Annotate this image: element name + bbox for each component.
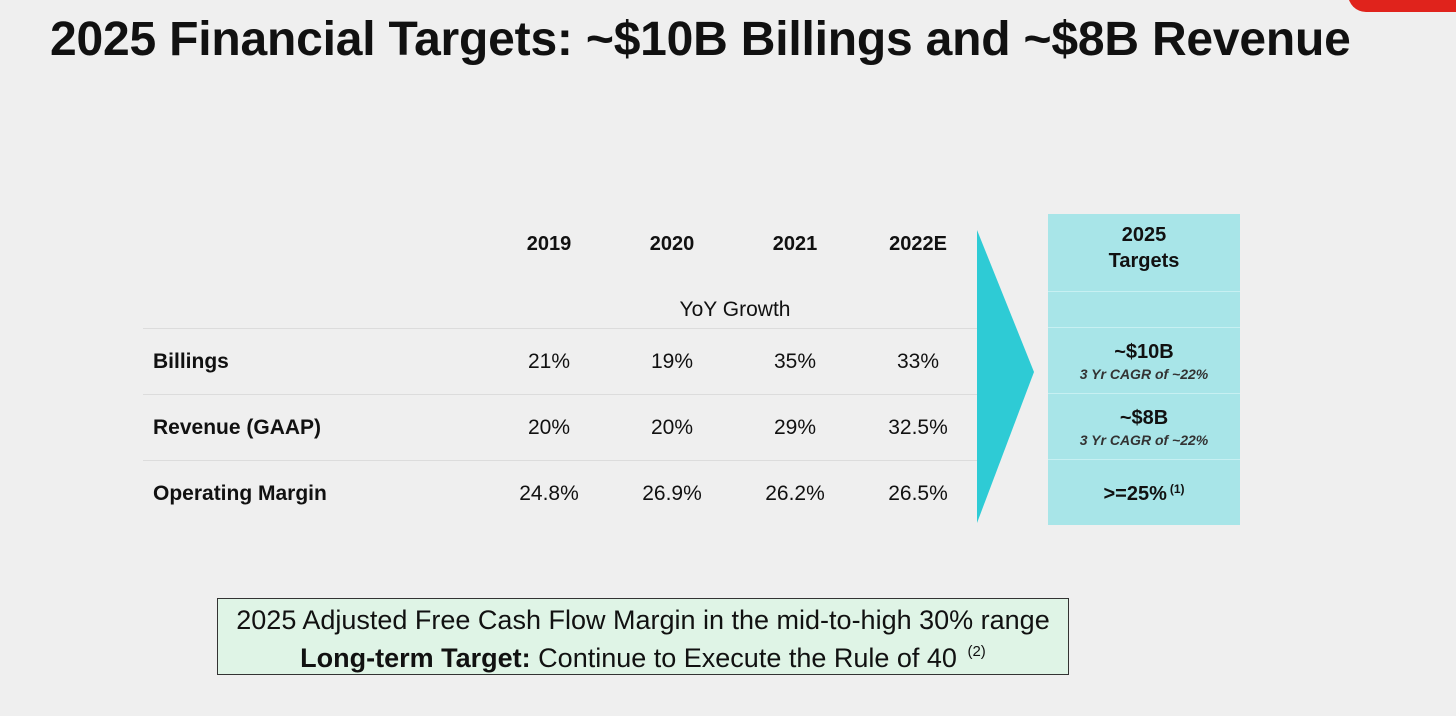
targets-panel: 2025 Targets ~$10B 3 Yr CAGR of ~22% ~$8…	[1048, 214, 1240, 525]
table-cell: 32.5%	[888, 416, 948, 439]
billings-target: ~$10B	[1114, 341, 1174, 363]
table-cell: 33%	[896, 350, 940, 373]
right-arrow-icon	[977, 230, 1034, 523]
footnote-marker: (2)	[967, 643, 986, 660]
table-cell: 20%	[527, 416, 571, 439]
row-divider	[143, 460, 977, 461]
table-cell: 26.5%	[888, 482, 948, 505]
table-cell: 29%	[773, 416, 817, 439]
row-divider	[143, 394, 977, 395]
table-cell: 20%	[650, 416, 694, 439]
slide-title: 2025 Financial Targets: ~$10B Billings a…	[50, 13, 1351, 66]
yoy-growth-subheader: YoY Growth	[679, 298, 791, 321]
row-label-operating-margin: Operating Margin	[153, 482, 327, 505]
row-label-revenue: Revenue (GAAP)	[153, 416, 322, 439]
footnote-marker: (1)	[1169, 482, 1185, 496]
fcf-target-box: 2025 Adjusted Free Cash Flow Margin in t…	[217, 598, 1069, 675]
table-cell: 26.2%	[765, 482, 825, 505]
targets-divider	[1048, 393, 1240, 394]
column-header-2019: 2019	[526, 233, 572, 255]
brand-accent-tab	[1348, 0, 1456, 12]
row-divider	[143, 328, 977, 329]
table-cell: 21%	[527, 350, 571, 373]
targets-divider	[1048, 327, 1240, 328]
targets-divider	[1048, 291, 1240, 292]
long-term-target-line: Long-term Target: Continue to Execute th…	[300, 643, 986, 673]
revenue-target-note: 3 Yr CAGR of ~22%	[1079, 432, 1209, 448]
column-header-2022e: 2022E	[889, 233, 947, 255]
fcf-margin-line: 2025 Adjusted Free Cash Flow Margin in t…	[236, 605, 1050, 635]
column-header-2020: 2020	[649, 233, 695, 255]
table-cell: 35%	[773, 350, 817, 373]
operating-margin-target: >=25% (1)	[1103, 482, 1185, 505]
billings-target-note: 3 Yr CAGR of ~22%	[1079, 366, 1209, 382]
targets-divider	[1048, 459, 1240, 460]
column-header-2021: 2021	[772, 233, 818, 255]
table-cell: 24.8%	[519, 482, 579, 505]
row-label-billings: Billings	[153, 350, 229, 373]
targets-header: 2025 Targets	[1108, 224, 1180, 272]
revenue-target: ~$8B	[1119, 407, 1169, 429]
table-cell: 19%	[650, 350, 694, 373]
table-cell: 26.9%	[642, 482, 702, 505]
